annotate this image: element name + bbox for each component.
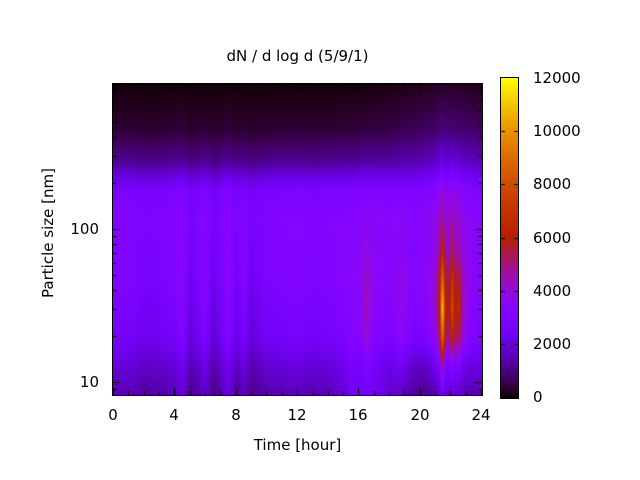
x-tick-label: 24 <box>471 406 491 424</box>
x-tick-label: 12 <box>287 406 307 424</box>
chart-title: dN / d log d (5/9/1) <box>226 47 369 65</box>
x-tick-label: 8 <box>231 406 241 424</box>
x-tick-label: 20 <box>410 406 430 424</box>
x-tick-label: 4 <box>169 406 179 424</box>
colorbar-label: 6000 <box>533 228 572 247</box>
colorbar-label: 0 <box>533 388 543 406</box>
x-tick-label: 0 <box>108 406 118 424</box>
colorbar-label: 12000 <box>533 69 581 87</box>
x-tick-label: 16 <box>348 406 368 424</box>
colorbar-label: 8000 <box>533 175 572 194</box>
x-axis-label: Time [hour] <box>253 436 342 454</box>
plot-frame <box>112 83 483 396</box>
colorbar-canvas <box>500 77 519 399</box>
y-tick-label: 100 <box>70 220 99 238</box>
y-axis-label: Particle size [nm] <box>39 168 57 298</box>
colorbar-label: 10000 <box>533 122 581 141</box>
heatmap-canvas <box>113 84 482 395</box>
y-tick-label: 10 <box>79 373 99 391</box>
colorbar-label: 4000 <box>533 281 572 300</box>
colorbar-label: 2000 <box>533 334 572 353</box>
